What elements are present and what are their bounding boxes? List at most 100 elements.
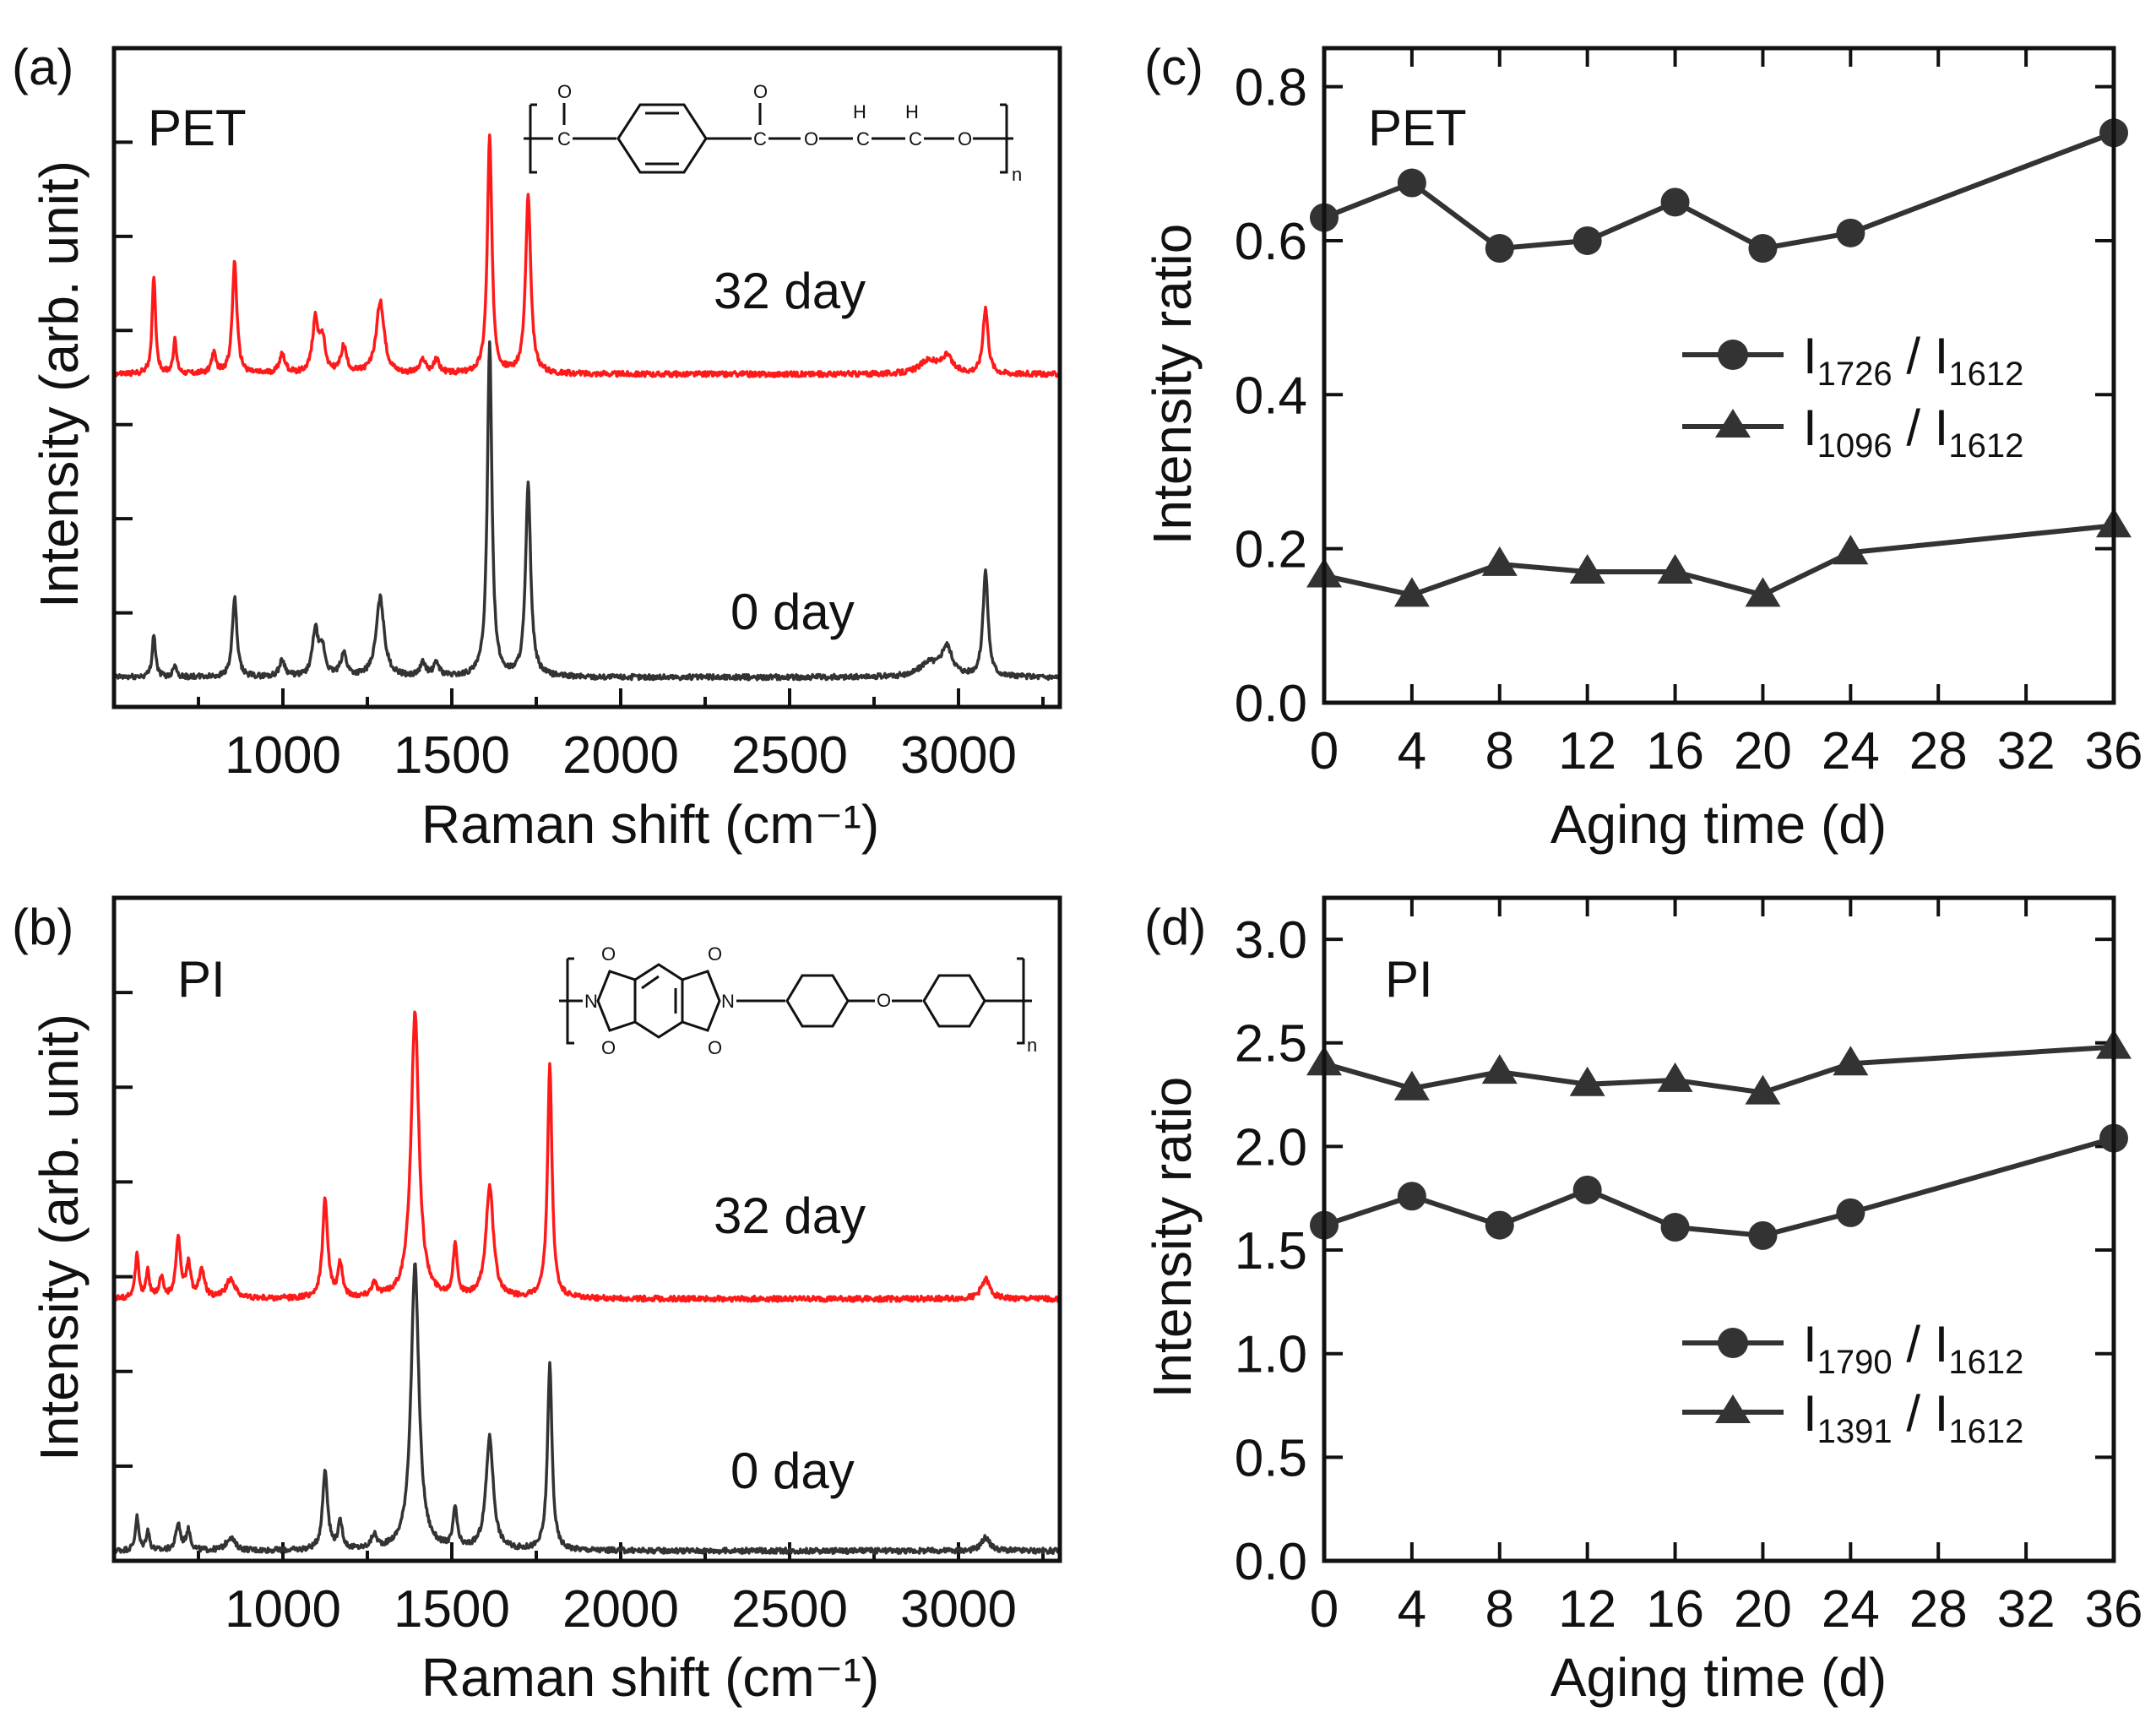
svg-text:O: O — [804, 128, 818, 149]
svg-text:O: O — [708, 1037, 722, 1058]
point-c-1-4 — [1657, 554, 1693, 584]
svg-text:n: n — [1027, 1035, 1037, 1056]
y-tick-label-d-6: 3.0 — [1235, 911, 1307, 970]
series-label-a-32day: 32 day — [714, 263, 866, 319]
series-d — [1306, 1029, 2132, 1250]
legend-d: I1790 / I1612 I1391 / I1612 — [1682, 1316, 2023, 1450]
x-tick-label-c-4: 4 — [1398, 722, 1426, 780]
spectrum-a-0-day — [112, 340, 1062, 682]
point-c-1-6 — [1833, 535, 1869, 565]
y-tick-label-d-4: 2.0 — [1235, 1118, 1307, 1177]
x-tick-label-a-1000: 1000 — [225, 726, 341, 785]
x-tick-label-d-32: 32 — [1997, 1580, 2056, 1639]
plot-frame-c — [1322, 46, 2116, 705]
panel-b-pi-spectra: (b) Intensity (arb. unit) Raman shift (c… — [12, 895, 1062, 1708]
x-tick-label-c-20: 20 — [1734, 722, 1792, 780]
x-tick-label-c-0: 0 — [1310, 722, 1339, 780]
point-d-0-4 — [1660, 1213, 1690, 1242]
legend-d-triangle-marker — [1715, 1394, 1751, 1423]
point-c-1-2 — [1481, 546, 1518, 576]
legend-d-entry-1: I1391 / I1612 — [1803, 1385, 2023, 1450]
legend-c-entry-0: I1726 / I1612 — [1803, 328, 2023, 393]
panel-label-b: (b) — [12, 899, 73, 955]
y-tick-label-c-1: 0.2 — [1235, 521, 1307, 579]
svg-text:C: C — [909, 128, 922, 149]
x-tick-label-d-12: 12 — [1558, 1580, 1616, 1639]
point-c-1-3 — [1569, 554, 1605, 584]
point-c-0-3 — [1572, 226, 1602, 255]
spectrum-a-32-day — [112, 133, 1062, 378]
y-tick-label-d-5: 2.5 — [1235, 1015, 1307, 1073]
title-a: PET — [148, 100, 247, 156]
x-tick-label-a-2500: 2500 — [731, 726, 848, 785]
title-b: PI — [177, 951, 225, 1008]
x-tick-label-c-28: 28 — [1909, 722, 1968, 780]
plot-frame-d — [1322, 895, 2116, 1563]
point-c-0-1 — [1397, 168, 1426, 198]
x-tick-label-a-3000: 3000 — [900, 726, 1017, 785]
y-axis-label-c: Intensity ratio — [1142, 224, 1203, 546]
x-tick-label-b-1500: 1500 — [394, 1580, 510, 1639]
series-label-b-32day: 32 day — [714, 1188, 866, 1244]
svg-text:N: N — [584, 991, 598, 1012]
svg-text:O: O — [557, 81, 572, 102]
svg-text:O: O — [601, 943, 616, 965]
series-line-c-1 — [1323, 523, 2115, 598]
point-d-1-5 — [1745, 1074, 1781, 1105]
spectra-b — [112, 1010, 1061, 1555]
panel-c-pet-ratio: (c) Intensity ratio Aging time (d) 0 4 8 12… — [1142, 39, 2142, 855]
x-tick-label-a-2000: 2000 — [562, 726, 679, 785]
x-tick-label-d-36: 36 — [2085, 1580, 2143, 1639]
x-axis-label-d: Aging time (d) — [1550, 1647, 1887, 1708]
x-tick-label-d-20: 20 — [1734, 1580, 1792, 1639]
x-tick-label-c-36: 36 — [2085, 722, 2143, 780]
x-tick-label-d-28: 28 — [1909, 1580, 1968, 1639]
y-tick-label-d-2: 1.0 — [1235, 1326, 1307, 1384]
spectrum-b-0-day — [112, 1262, 1061, 1555]
point-d-0-3 — [1572, 1175, 1602, 1204]
x-axis-label-c: Aging time (d) — [1550, 794, 1887, 855]
x-tick-label-d-4: 4 — [1398, 1580, 1426, 1639]
panel-a-pet-spectra: (a) Intensity (arb. unit) Raman shift (c… — [12, 39, 1062, 855]
y-tick-label-d-3: 1.5 — [1235, 1222, 1307, 1280]
y-tick-label-d-0: 0.0 — [1235, 1533, 1307, 1591]
panel-label-d: (d) — [1144, 899, 1206, 955]
x-tick-label-c-12: 12 — [1558, 722, 1616, 780]
x-tick-label-d-0: 0 — [1310, 1580, 1339, 1639]
svg-text:O: O — [958, 128, 972, 149]
x-tick-label-d-24: 24 — [1822, 1580, 1880, 1639]
series-line-d-0 — [1323, 1135, 2115, 1238]
series-c — [1306, 118, 2132, 607]
panel-label-c: (c) — [1144, 39, 1203, 95]
point-d-0-5 — [1748, 1220, 1778, 1250]
svg-text:C: C — [856, 128, 870, 149]
pi-structure-diagram: N O O O O N O n — [559, 943, 1037, 1058]
point-d-1-3 — [1569, 1066, 1605, 1096]
axis-ticks-d: 0 4 8 12 16 20 24 28 32 36 0.0 0.5 1.0 1.5 2.0 2.5 3.0 — [1235, 898, 2143, 1639]
spectrum-b-32-day — [113, 1010, 1061, 1303]
svg-text:O: O — [753, 81, 768, 102]
point-d-1-2 — [1481, 1054, 1518, 1084]
panel-d-pi-ratio: (d) Intensity ratio Aging time (d) 0 4 8 12… — [1142, 895, 2143, 1708]
svg-text:O: O — [601, 1037, 616, 1058]
x-tick-label-d-8: 8 — [1485, 1580, 1514, 1639]
x-tick-label-b-2500: 2500 — [731, 1580, 848, 1639]
x-axis-label-b: Raman shift (cm⁻¹) — [421, 1647, 879, 1708]
point-c-0-2 — [1485, 234, 1514, 264]
point-d-1-4 — [1657, 1062, 1693, 1092]
legend-d-entry-0: I1790 / I1612 — [1803, 1316, 2023, 1381]
x-tick-label-c-8: 8 — [1485, 722, 1514, 780]
spectra-a — [112, 133, 1062, 682]
y-tick-label-c-0: 0.0 — [1235, 675, 1307, 733]
svg-text:C: C — [557, 128, 571, 149]
y-tick-label-c-2: 0.4 — [1235, 367, 1307, 425]
legend-c-entry-1: I1096 / I1612 — [1803, 399, 2023, 465]
legend-c: I1726 / I1612 I1096 / I1612 — [1682, 328, 2023, 465]
point-d-0-2 — [1485, 1210, 1514, 1240]
point-d-0-6 — [1836, 1198, 1865, 1227]
svg-text:H: H — [853, 101, 866, 122]
svg-text:H: H — [905, 101, 919, 122]
svg-text:N: N — [721, 991, 735, 1012]
legend-d-circle-marker — [1718, 1328, 1748, 1358]
